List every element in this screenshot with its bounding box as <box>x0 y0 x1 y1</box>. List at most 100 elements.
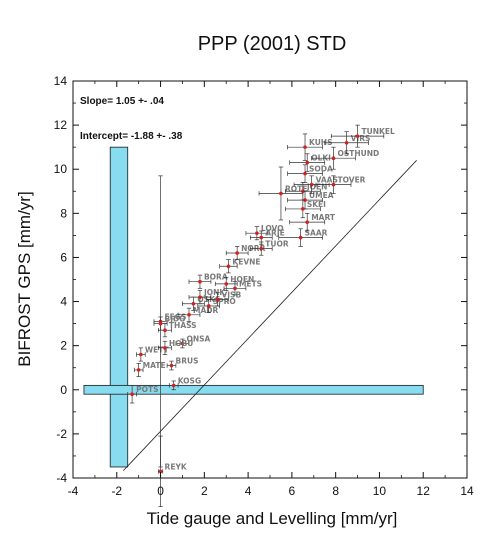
data-point-soda: SODA <box>287 164 333 183</box>
y-tick-label: 12 <box>54 118 68 132</box>
point-marker <box>191 301 196 306</box>
point-marker <box>305 160 310 165</box>
x-tick-label: 0 <box>157 484 164 498</box>
y-tick-label: 10 <box>54 162 68 176</box>
point-label: ONSA <box>186 334 210 343</box>
point-label: TOVER <box>337 176 365 185</box>
data-point-mets: METS <box>223 279 262 296</box>
point-marker <box>206 304 211 308</box>
point-marker <box>303 145 307 149</box>
point-label: REYK <box>165 462 188 471</box>
point-marker <box>331 156 336 160</box>
point-label: JONK <box>203 288 226 297</box>
point-label: MADR <box>193 306 218 315</box>
point-label: OSTHUND <box>337 149 379 158</box>
point-marker <box>198 295 202 299</box>
data-point-arje: ARJE <box>249 229 285 245</box>
x-tick-label: 6 <box>289 484 296 498</box>
point-label: KOSG <box>178 376 201 385</box>
data-point-tuor: TUOR <box>249 240 289 256</box>
data-point-kevne: KEVNE <box>219 257 261 274</box>
point-marker <box>136 368 141 372</box>
x-tick-label: 4 <box>245 484 252 498</box>
shaded-bands <box>83 146 424 468</box>
point-label: MART <box>311 213 336 222</box>
point-marker <box>130 392 134 396</box>
point-marker <box>158 469 163 474</box>
y-tick-label: -4 <box>56 471 67 485</box>
point-label: HOBU <box>169 339 193 348</box>
point-marker <box>226 264 231 269</box>
data-point-osthund: OSTHUND <box>311 146 379 170</box>
data-point-visb: VISB <box>206 290 241 307</box>
point-marker <box>171 383 176 388</box>
data-point-rote: ROTE <box>258 166 307 221</box>
point-label: SPRO <box>213 297 236 306</box>
y-tick-label: 6 <box>60 250 67 264</box>
point-label: ROTE <box>285 184 307 193</box>
point-label: SODA <box>309 165 333 174</box>
point-label: SAAR <box>305 229 328 238</box>
y-axis-label: BIFROST GPS [mm/yr] <box>15 191 34 366</box>
vertical-band <box>109 146 129 468</box>
point-label: ARJE <box>265 229 285 238</box>
point-marker <box>305 220 310 224</box>
point-label: LOVO <box>261 224 284 233</box>
point-label: KUHS <box>309 138 332 147</box>
point-marker <box>235 251 239 255</box>
data-point-bora: BORA <box>188 273 228 289</box>
point-label: VAAS <box>316 176 338 185</box>
point-marker <box>224 282 229 286</box>
point-label: BORA <box>204 273 228 282</box>
y-tick-label: 2 <box>60 339 67 353</box>
y-tick-label: -2 <box>56 427 67 441</box>
point-label: THASS <box>169 321 197 330</box>
point-marker <box>163 328 167 333</box>
y-tick-label: 0 <box>60 383 67 397</box>
data-point-jonk: JONK <box>188 288 226 305</box>
data-point-saar: SAAR <box>278 228 328 247</box>
data-point-mart: MART <box>289 212 336 232</box>
point-marker <box>233 286 237 291</box>
data-point-wett: WETT <box>136 345 170 362</box>
point-marker <box>301 207 305 211</box>
chart-title: PPP (2001) STD <box>198 33 347 55</box>
point-label: VISB <box>221 290 241 299</box>
data-point-bjdo: BJDO <box>153 315 186 331</box>
point-marker <box>255 231 259 235</box>
point-marker <box>298 235 303 240</box>
x-tick-label: 8 <box>332 484 339 498</box>
point-marker <box>180 341 185 346</box>
data-point-tunkel: TUNKEL <box>330 124 395 148</box>
point-label: METS <box>239 279 262 288</box>
x-tick-label: 14 <box>460 484 474 498</box>
point-label: WETT <box>145 345 170 354</box>
data-point-mate: MATE <box>133 361 166 377</box>
point-marker <box>169 363 174 368</box>
horizontal-band <box>83 384 424 395</box>
point-marker <box>344 140 349 145</box>
point-label: UMEA <box>309 191 334 200</box>
point-label: FEGS <box>165 312 187 321</box>
x-tick-label: -4 <box>68 484 79 498</box>
point-label: HOEN <box>230 275 254 284</box>
point-label: BRUS <box>176 357 199 366</box>
data-point-brus: BRUS <box>166 357 199 371</box>
point-marker <box>279 191 283 196</box>
point-label: BJDO <box>165 315 186 324</box>
point-label: TUNKEL <box>362 127 395 136</box>
x-tick-label: 12 <box>417 484 431 498</box>
point-marker <box>331 182 336 187</box>
y-tick-label: 8 <box>60 206 67 220</box>
point-marker <box>309 182 314 187</box>
data-point-kosg: KOSG <box>168 376 201 391</box>
point-label: TUOR <box>265 240 289 249</box>
point-label: VIRS <box>351 134 371 143</box>
x-tick-label: -2 <box>111 484 122 498</box>
data-point-madr: MADR <box>177 306 219 322</box>
point-label: JOEN <box>306 182 328 191</box>
point-label: KEVNE <box>232 257 260 266</box>
intercept-annotation: Intercept= -1.88 +- .38 <box>80 131 183 142</box>
